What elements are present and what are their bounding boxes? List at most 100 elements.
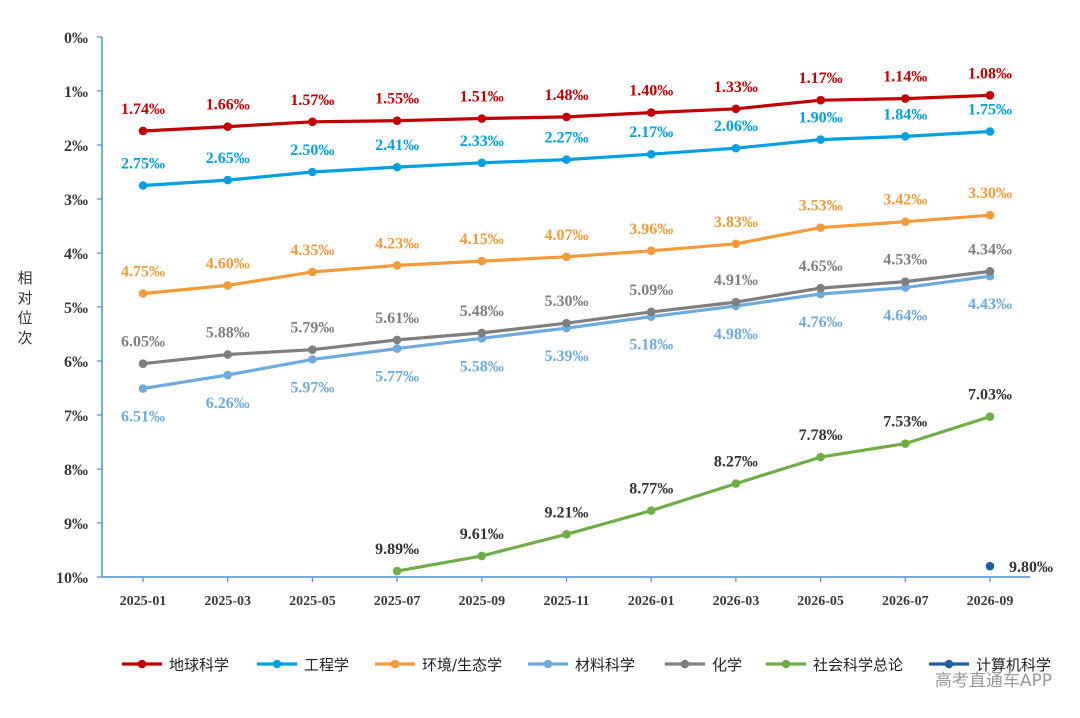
data-label: 2.65‰ (206, 150, 250, 167)
data-point (138, 384, 148, 393)
data-label: 7.53‰ (883, 414, 927, 431)
x-tick-label: 2026-01 (628, 594, 675, 609)
data-label: 3.42‰ (883, 192, 927, 209)
data-label: 2.06‰ (714, 118, 758, 135)
y-tick-label: 3‰ (64, 192, 88, 209)
data-label: 3.30‰ (968, 185, 1012, 202)
data-label: 2.50‰ (290, 142, 334, 159)
data-point (985, 91, 995, 100)
x-tick-label: 2026-09 (967, 594, 1014, 609)
legend-marker-3 (543, 659, 553, 669)
data-label: 2.17‰ (629, 124, 673, 141)
legend-label-4: 化学 (712, 656, 742, 674)
data-label: 3.96‰ (629, 221, 673, 238)
data-point (731, 297, 741, 307)
watermark-text: 高考直通车APP (935, 671, 1052, 691)
data-label: 5.61‰ (375, 310, 419, 327)
data-label: 5.58‰ (460, 358, 504, 375)
y-tick-label: 1‰ (64, 84, 88, 101)
y-tick-label: 2‰ (64, 138, 88, 155)
data-label: 1.40‰ (629, 83, 673, 100)
data-label: 5.88‰ (206, 325, 250, 342)
y-axis-title-char: 位 (17, 309, 32, 327)
legend-marker-4 (680, 659, 690, 669)
data-point (308, 167, 317, 177)
data-point (901, 277, 910, 286)
legend-marker-6 (944, 659, 954, 669)
data-label: 3.53‰ (799, 198, 843, 215)
data-label: 6.51‰ (121, 409, 165, 426)
data-point (816, 283, 825, 293)
data-label: 4.23‰ (375, 235, 419, 252)
data-label: 4.43‰ (968, 296, 1012, 313)
y-axis-title-char: 对 (17, 289, 32, 307)
data-label: 4.35‰ (290, 242, 334, 259)
data-label: 1.57‰ (290, 92, 334, 109)
legend-label-3: 材料科学 (575, 656, 635, 674)
data-label: 5.39‰ (545, 348, 589, 365)
data-point (901, 439, 910, 448)
data-point (816, 135, 825, 144)
data-point (477, 114, 487, 123)
x-tick-label: 2025-01 (120, 594, 167, 609)
data-label: 5.09‰ (629, 282, 673, 299)
x-tick-label: 2025-07 (374, 594, 421, 609)
data-point (392, 566, 402, 576)
data-point (392, 162, 402, 172)
data-point (477, 256, 487, 266)
data-point (985, 267, 995, 276)
data-point (731, 239, 741, 249)
data-label: 4.34‰ (968, 241, 1012, 258)
series-lines (138, 91, 995, 576)
data-point (223, 122, 232, 131)
data-label: 1.48‰ (545, 87, 589, 104)
data-label: 4.76‰ (799, 314, 843, 331)
data-label: 2.27‰ (545, 130, 589, 147)
data-point (985, 127, 995, 136)
data-point (308, 117, 317, 127)
data-label: 5.77‰ (375, 369, 419, 386)
data-label: 4.60‰ (206, 255, 250, 272)
x-tick-label: 2026-05 (797, 594, 844, 609)
data-point (223, 281, 232, 290)
data-point (731, 143, 741, 153)
data-point (392, 335, 402, 345)
data-label: 8.77‰ (629, 481, 673, 498)
x-tick-label: 2026-07 (882, 594, 929, 609)
data-label: 1.84‰ (883, 106, 927, 123)
data-point (562, 155, 571, 164)
data-point (138, 181, 148, 190)
data-point (901, 283, 910, 292)
data-point (901, 217, 910, 226)
data-point (138, 126, 148, 136)
data-point (985, 561, 995, 571)
data-label: 1.51‰ (460, 89, 504, 106)
data-label: 5.18‰ (629, 337, 673, 354)
data-point (731, 479, 741, 488)
y-tick-label: 8‰ (64, 462, 88, 479)
data-label: 4.98‰ (714, 326, 758, 343)
x-tick-label: 2026-03 (713, 594, 760, 609)
data-label: 1.08‰ (968, 65, 1012, 82)
legend-marker-0 (137, 659, 147, 669)
data-point (477, 551, 487, 561)
data-label: 1.74‰ (121, 101, 165, 118)
data-label: 2.41‰ (375, 137, 419, 154)
data-point (223, 370, 232, 380)
data-point (477, 328, 487, 338)
data-label: 1.17‰ (799, 70, 843, 87)
y-axis-title-char: 相 (17, 269, 32, 287)
data-point (308, 345, 317, 354)
y-tick-label: 4‰ (64, 246, 88, 263)
data-label: 1.14‰ (883, 69, 927, 86)
legend-label-1: 工程学 (304, 656, 349, 674)
data-point (646, 246, 656, 256)
data-point (816, 95, 825, 105)
data-point (816, 289, 825, 299)
data-point (985, 412, 995, 421)
data-label: 4.65‰ (799, 258, 843, 275)
data-label: 1.75‰ (968, 102, 1012, 119)
data-label: 6.26‰ (206, 395, 250, 412)
